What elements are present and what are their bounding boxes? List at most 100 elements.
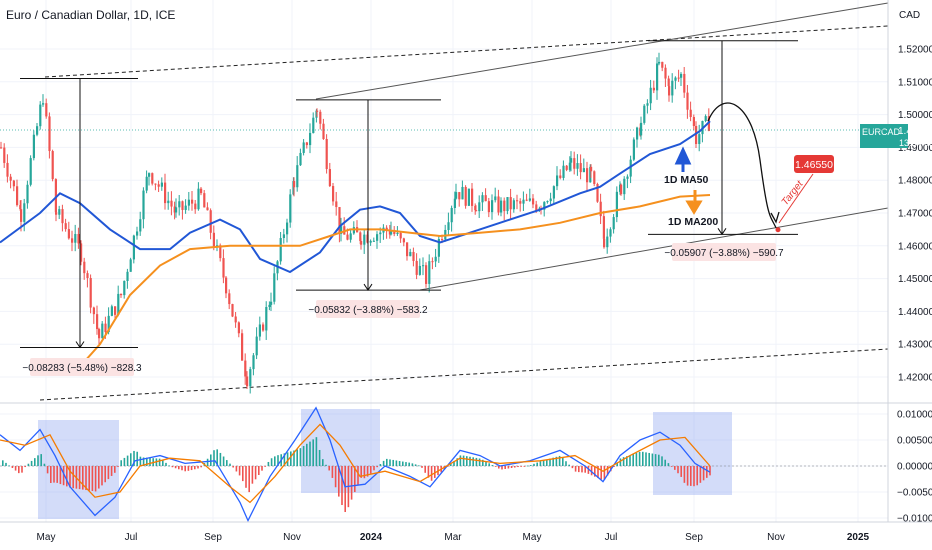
time-tick-label: Mar xyxy=(444,532,462,543)
countdown-label: 13:34:03 xyxy=(899,138,932,148)
histogram-bar xyxy=(450,463,452,466)
candle-body xyxy=(695,126,698,145)
histogram-bar xyxy=(427,466,430,478)
candle-body xyxy=(704,116,707,121)
histogram-bar xyxy=(123,457,126,466)
time-tick-label: Sep xyxy=(685,532,703,543)
histogram-bar xyxy=(408,462,410,466)
histogram-bar xyxy=(216,449,218,466)
macd-tick-label: 0.01000 xyxy=(897,410,932,421)
price-tick-label: 1.49000 xyxy=(898,143,932,154)
candle-body xyxy=(268,304,271,307)
histogram-bar xyxy=(62,466,65,486)
candle-body xyxy=(390,230,393,235)
histogram-bar xyxy=(376,466,378,468)
histogram-bar xyxy=(174,466,177,469)
candle-body xyxy=(164,182,167,204)
macd-tick-label: −0.00500 xyxy=(897,488,932,499)
histogram-bar xyxy=(395,460,398,466)
histogram-bar xyxy=(229,463,231,466)
candle-body xyxy=(475,210,478,212)
histogram-bar xyxy=(312,439,314,466)
histogram-bar xyxy=(258,466,260,476)
histogram-bar xyxy=(379,464,382,466)
last-price-label: 1.49530 xyxy=(898,126,932,137)
histogram-bar xyxy=(546,459,548,466)
macd-pane xyxy=(0,406,888,523)
candle-body xyxy=(92,307,95,315)
candle-body xyxy=(335,201,338,208)
histogram-bar xyxy=(248,466,250,493)
candle-body xyxy=(464,186,467,206)
candle-body xyxy=(246,376,249,387)
measure-label-box xyxy=(672,243,776,261)
histogram-bar xyxy=(568,464,570,466)
time-tick-label: Nov xyxy=(767,532,785,543)
histogram-bar xyxy=(171,466,174,468)
candle-body xyxy=(262,324,265,331)
candle-body xyxy=(203,193,206,208)
histogram-bar xyxy=(498,466,500,469)
histogram-bar xyxy=(686,466,689,486)
measure-label: −0.05907 (−3.88%) −590.7 xyxy=(664,248,784,259)
lower-dashed-channel xyxy=(39,348,889,401)
candle-body xyxy=(151,173,154,184)
histogram-bar xyxy=(325,464,327,466)
candle-body xyxy=(582,168,585,173)
candle-body xyxy=(559,175,562,178)
candle-body xyxy=(255,336,258,356)
histogram-bar xyxy=(56,466,58,483)
histogram-bar xyxy=(645,452,647,466)
candle-body xyxy=(309,133,312,146)
candle-body xyxy=(458,192,461,200)
candle-body xyxy=(509,197,512,210)
candle-body xyxy=(626,176,629,179)
histogram-bar xyxy=(651,453,654,466)
candles xyxy=(0,52,710,394)
candle-body xyxy=(487,201,490,213)
ma50-line xyxy=(0,120,711,274)
candle-body xyxy=(139,219,142,232)
histogram-bar xyxy=(130,453,132,466)
lower-channel-line xyxy=(419,207,889,291)
histogram-bar xyxy=(469,456,471,466)
candle-body xyxy=(241,333,244,361)
histogram-bar xyxy=(533,463,535,466)
measure-arrowhead xyxy=(75,341,85,349)
candle-body xyxy=(289,194,292,223)
histogram-bar xyxy=(274,456,276,466)
histogram-bar xyxy=(222,456,225,466)
histogram-bar xyxy=(142,457,145,466)
price-tick-label: 1.44000 xyxy=(898,307,932,318)
last-price-tag xyxy=(860,124,908,148)
candle-body xyxy=(455,192,458,199)
candle-body xyxy=(117,293,120,315)
candle-body xyxy=(399,232,402,239)
candle-body xyxy=(589,166,592,183)
price-tick-label: 1.50000 xyxy=(898,110,932,121)
histogram-bar xyxy=(162,460,164,466)
candle-body xyxy=(23,203,26,222)
histogram-bar xyxy=(629,455,631,466)
histogram-bar xyxy=(510,466,513,469)
candle-body xyxy=(603,238,606,248)
candle-body xyxy=(532,198,535,205)
candle-body xyxy=(667,78,670,87)
histogram-bar xyxy=(642,451,644,466)
candle-body xyxy=(234,316,237,323)
candle-body xyxy=(396,232,399,234)
candle-body xyxy=(447,222,450,230)
histogram-bar xyxy=(66,466,68,487)
candle-body xyxy=(664,67,667,79)
candle-body xyxy=(244,360,247,377)
candle-body xyxy=(39,104,42,127)
histogram-bar xyxy=(206,458,209,466)
candle-body xyxy=(338,207,341,234)
candle-body xyxy=(494,196,497,201)
candle-body xyxy=(184,205,187,210)
price-tick-label: 1.46000 xyxy=(898,241,932,252)
candle-body xyxy=(437,239,440,257)
candle-body xyxy=(61,209,64,224)
macd-line xyxy=(0,406,711,523)
